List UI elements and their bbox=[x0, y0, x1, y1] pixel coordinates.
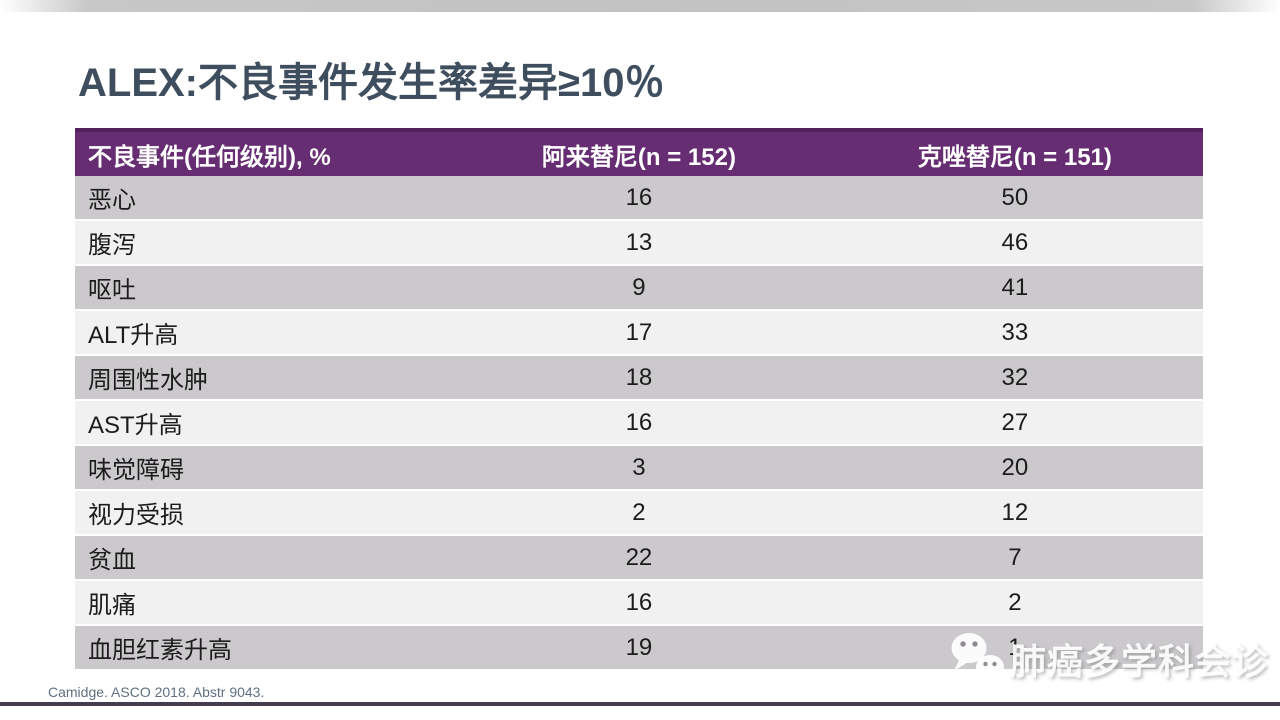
crizotinib-value-cell: 27 bbox=[1001, 408, 1029, 436]
ae-name-cell: 味觉障碍 bbox=[88, 457, 184, 484]
watermark: 肺癌多学科会诊 bbox=[946, 632, 1269, 686]
column-header-crizotinib: 克唑替尼(n = 151) bbox=[917, 143, 1112, 171]
alectinib-value-cell: 17 bbox=[625, 318, 653, 346]
column-header-alectinib: 阿来替尼(n = 152) bbox=[541, 143, 736, 171]
page-title: ALEX:不良事件发生率差异≥10％ bbox=[78, 61, 665, 105]
alectinib-value-cell: 9 bbox=[632, 273, 646, 301]
alectinib-value-cell: 13 bbox=[625, 228, 653, 256]
crizotinib-value-cell: 2 bbox=[1008, 588, 1022, 616]
alectinib-value-cell: 16 bbox=[625, 588, 653, 616]
table-row: AST升高 16 27 bbox=[75, 401, 1203, 446]
alectinib-value-cell: 2 bbox=[632, 498, 646, 526]
crizotinib-value-cell: 41 bbox=[1001, 273, 1029, 301]
watermark-text: 肺癌多学科会诊 bbox=[1010, 641, 1270, 682]
crizotinib-value-cell: 33 bbox=[1001, 318, 1029, 346]
crizotinib-value-cell: 1 bbox=[1008, 633, 1022, 661]
table-row: 呕吐 9 41 bbox=[75, 266, 1203, 311]
adverse-events-table: 不良事件(任何级别), % 阿来替尼(n = 152) 克唑替尼(n = 151… bbox=[75, 128, 1203, 671]
table-row: 贫血 22 7 bbox=[75, 536, 1203, 581]
bottom-divider-line bbox=[0, 702, 1280, 706]
ae-name-cell: AST升高 bbox=[88, 412, 183, 439]
crizotinib-value-cell: 46 bbox=[1001, 228, 1029, 256]
table-row: 味觉障碍 3 20 bbox=[75, 446, 1203, 491]
table-row: 视力受损 2 12 bbox=[75, 491, 1203, 536]
crizotinib-value-cell: 12 bbox=[1001, 498, 1029, 526]
ae-name-cell: 呕吐 bbox=[88, 277, 136, 304]
table-body: 恶心 16 50 腹泻 13 46 呕吐 9 41 ALT升高 17 33 周围… bbox=[75, 176, 1203, 671]
table-row: 腹泻 13 46 bbox=[75, 221, 1203, 266]
table-row: 肌痛 16 2 bbox=[75, 581, 1203, 626]
ae-name-cell: 周围性水肿 bbox=[88, 367, 208, 394]
alectinib-value-cell: 16 bbox=[625, 183, 653, 211]
alectinib-value-cell: 18 bbox=[625, 363, 653, 391]
wechat-icon bbox=[951, 633, 1004, 685]
table-row: 周围性水肿 18 32 bbox=[75, 356, 1203, 401]
table-row: ALT升高 17 33 bbox=[75, 311, 1203, 356]
column-header-adverse-event: 不良事件(任何级别), % bbox=[88, 143, 331, 171]
alectinib-value-cell: 16 bbox=[625, 408, 653, 436]
top-shadow-strip bbox=[0, 0, 1280, 12]
citation: Camidge. ASCO 2018. Abstr 9043. bbox=[48, 684, 265, 700]
crizotinib-value-cell: 32 bbox=[1001, 363, 1029, 391]
alectinib-value-cell: 22 bbox=[625, 543, 653, 571]
ae-name-cell: ALT升高 bbox=[88, 322, 179, 349]
ae-name-cell: 腹泻 bbox=[88, 232, 136, 259]
ae-name-cell: 恶心 bbox=[88, 187, 136, 214]
table-header-row: 不良事件(任何级别), % 阿来替尼(n = 152) 克唑替尼(n = 151… bbox=[75, 128, 1203, 176]
table-row: 恶心 16 50 bbox=[75, 176, 1203, 221]
ae-name-cell: 肌痛 bbox=[88, 592, 136, 619]
ae-name-cell: 血胆红素升高 bbox=[88, 637, 232, 664]
crizotinib-value-cell: 50 bbox=[1001, 183, 1029, 211]
crizotinib-value-cell: 7 bbox=[1008, 543, 1022, 571]
table-row: 血胆红素升高 19 1 bbox=[75, 626, 1203, 671]
ae-name-cell: 视力受损 bbox=[88, 502, 184, 529]
alectinib-value-cell: 3 bbox=[632, 453, 646, 481]
ae-name-cell: 贫血 bbox=[88, 547, 136, 574]
crizotinib-value-cell: 20 bbox=[1001, 453, 1029, 481]
alectinib-value-cell: 19 bbox=[625, 633, 653, 661]
